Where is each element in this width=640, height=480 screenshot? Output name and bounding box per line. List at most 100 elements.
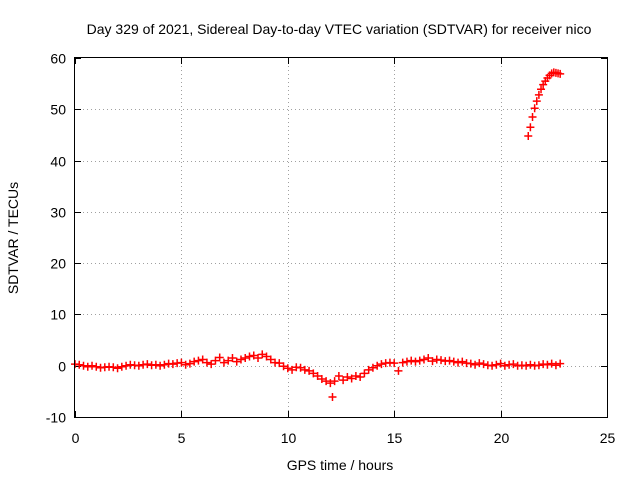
data-point bbox=[309, 369, 318, 378]
data-point bbox=[92, 362, 101, 371]
data-point bbox=[368, 363, 377, 372]
data-point bbox=[134, 361, 143, 370]
data-point bbox=[411, 357, 420, 366]
data-point bbox=[364, 365, 373, 374]
data-point bbox=[377, 360, 386, 369]
x-tick-label: 15 bbox=[387, 430, 403, 446]
data-point bbox=[88, 361, 97, 370]
data-point bbox=[198, 355, 207, 364]
data-point bbox=[232, 357, 241, 366]
data-point bbox=[249, 351, 258, 360]
x-tick-label: 20 bbox=[494, 430, 510, 446]
data-point bbox=[305, 366, 314, 375]
data-point bbox=[530, 104, 539, 113]
y-tick-label: 30 bbox=[50, 205, 66, 221]
data-point bbox=[262, 352, 271, 361]
data-point bbox=[160, 360, 169, 369]
data-point bbox=[79, 361, 88, 370]
data-point bbox=[526, 360, 535, 369]
y-tick-label: 50 bbox=[50, 102, 66, 118]
data-point bbox=[445, 356, 454, 365]
data-point bbox=[245, 352, 254, 361]
data-point bbox=[496, 359, 505, 368]
y-tick-label: 20 bbox=[50, 256, 66, 272]
data-point bbox=[509, 360, 518, 369]
y-tick-label: 60 bbox=[50, 51, 66, 67]
data-point bbox=[437, 356, 446, 365]
data-point bbox=[466, 359, 475, 368]
data-point bbox=[75, 360, 84, 369]
data-point bbox=[528, 112, 537, 121]
y-axis-title: SDTVAR / TECUs bbox=[5, 182, 21, 294]
data-point bbox=[449, 357, 458, 366]
data-point bbox=[266, 355, 275, 364]
y-tick-label: 0 bbox=[58, 359, 66, 375]
data-point bbox=[317, 375, 326, 384]
y-tick-labels: -10 0 10 20 30 40 50 60 bbox=[46, 51, 66, 426]
x-tick-label: 10 bbox=[281, 430, 297, 446]
x-tick-label: 5 bbox=[178, 430, 186, 446]
data-point bbox=[526, 123, 535, 132]
data-point bbox=[254, 354, 263, 363]
data-point bbox=[475, 359, 484, 368]
data-point bbox=[479, 360, 488, 369]
data-point bbox=[258, 350, 267, 359]
data-point bbox=[275, 359, 284, 368]
data-point bbox=[351, 371, 360, 380]
data-point bbox=[185, 359, 194, 368]
data-point bbox=[288, 365, 297, 374]
data-point bbox=[537, 85, 546, 94]
data-point bbox=[322, 377, 331, 386]
data-point bbox=[177, 358, 186, 367]
data-point bbox=[215, 353, 224, 362]
data-point bbox=[300, 365, 309, 374]
data-point bbox=[168, 360, 177, 369]
data-point bbox=[556, 69, 565, 78]
data-point bbox=[279, 362, 288, 371]
data-point bbox=[156, 361, 165, 370]
data-point bbox=[415, 356, 424, 365]
grid-lines bbox=[75, 58, 607, 417]
plot-frame bbox=[74, 57, 608, 418]
data-point bbox=[151, 360, 160, 369]
data-point bbox=[83, 362, 92, 371]
data-point bbox=[211, 356, 220, 365]
data-point bbox=[419, 355, 428, 364]
data-point bbox=[207, 360, 216, 369]
data-point bbox=[339, 376, 348, 385]
data-point bbox=[458, 357, 467, 366]
data-point bbox=[534, 90, 543, 99]
data-point bbox=[471, 360, 480, 369]
data-point bbox=[224, 356, 233, 365]
data-point bbox=[202, 358, 211, 367]
data-point bbox=[394, 366, 403, 375]
data-point bbox=[556, 359, 565, 368]
data-point bbox=[190, 357, 199, 366]
data-point bbox=[356, 372, 365, 381]
data-point bbox=[313, 371, 322, 380]
data-point bbox=[500, 361, 509, 370]
y-tick-label: -10 bbox=[46, 410, 66, 426]
data-point bbox=[492, 360, 501, 369]
data-point bbox=[532, 97, 541, 106]
y-tick-label: 40 bbox=[50, 154, 66, 170]
data-point bbox=[328, 392, 337, 401]
data-point bbox=[534, 361, 543, 370]
data-point bbox=[241, 354, 250, 363]
data-point bbox=[326, 379, 335, 388]
data-point bbox=[424, 354, 433, 363]
data-point bbox=[343, 372, 352, 381]
data-point bbox=[296, 363, 305, 372]
data-point bbox=[522, 361, 531, 370]
chart-title: Day 329 of 2021, Sidereal Day-to-day VTE… bbox=[87, 21, 592, 37]
data-point bbox=[228, 354, 237, 363]
data-point bbox=[543, 360, 552, 369]
x-axis-title: GPS time / hours bbox=[287, 457, 394, 473]
data-point bbox=[551, 361, 560, 370]
x-tick-label: 25 bbox=[600, 430, 616, 446]
data-point bbox=[330, 377, 339, 386]
data-point bbox=[117, 362, 126, 371]
data-point bbox=[194, 356, 203, 365]
data-point bbox=[219, 358, 228, 367]
